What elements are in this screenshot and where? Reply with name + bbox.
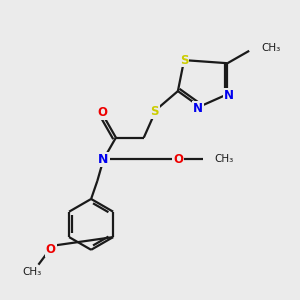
Text: S: S — [180, 54, 188, 67]
Text: N: N — [98, 153, 109, 166]
Text: CH₃: CH₃ — [214, 154, 234, 164]
Text: CH₃: CH₃ — [261, 43, 280, 53]
Text: N: N — [224, 89, 234, 102]
Text: CH₃: CH₃ — [22, 267, 42, 278]
Text: O: O — [46, 243, 56, 256]
Text: S: S — [150, 105, 159, 119]
Text: N: N — [193, 102, 203, 115]
Text: O: O — [97, 106, 107, 119]
Text: O: O — [173, 153, 183, 166]
